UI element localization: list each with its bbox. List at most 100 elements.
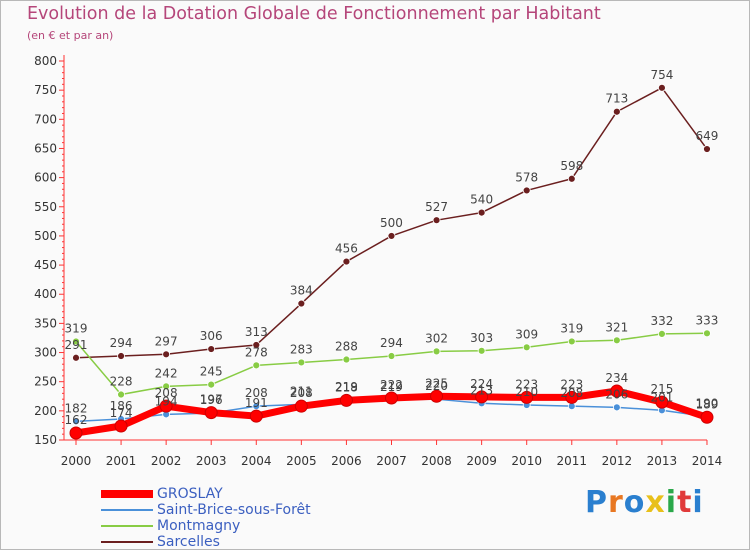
legend-swatch-sarcelles (101, 541, 153, 543)
data-label: 210 (515, 385, 538, 399)
data-label: 191 (245, 396, 268, 410)
data-point-sarcelles (567, 174, 576, 183)
data-point-montmagny (252, 361, 261, 370)
data-label: 500 (380, 216, 403, 230)
data-point-groslay (475, 390, 489, 404)
data-label: 220 (425, 379, 448, 393)
legend-label: Sarcelles (157, 534, 220, 550)
data-point-groslay (384, 391, 398, 405)
data-label: 219 (380, 380, 403, 394)
data-point-sarcelles (72, 353, 80, 362)
data-label: 309 (515, 327, 538, 341)
data-label: 456 (335, 242, 358, 256)
logo-letter: i (692, 485, 704, 520)
data-point-montmagny (477, 346, 486, 355)
data-point-sarcelles (252, 341, 261, 349)
y-tick-label: 200 (34, 404, 57, 418)
data-label: 182 (65, 401, 88, 415)
data-label: 197 (200, 393, 223, 407)
data-point-groslay (565, 390, 579, 404)
logo-letter: i (665, 485, 678, 520)
data-label: 319 (560, 321, 583, 335)
data-label: 333 (696, 313, 719, 327)
y-tick-label: 400 (34, 287, 57, 301)
data-point-groslay (249, 409, 263, 423)
data-label: 294 (110, 336, 133, 350)
data-label: 213 (470, 383, 493, 397)
data-label: 713 (605, 92, 628, 106)
data-label: 162 (65, 413, 88, 427)
logo-letter: t (677, 485, 693, 520)
data-label: 288 (335, 340, 358, 354)
data-label: 598 (560, 159, 583, 173)
chart-subtitle: (en € et par an) (27, 29, 114, 42)
data-label: 208 (290, 386, 313, 400)
legend-swatch-saint-brice (101, 509, 153, 511)
data-point-saint-brice-sous-foret (72, 417, 80, 426)
data-label: 208 (155, 386, 178, 400)
data-point-sarcelles (522, 186, 531, 195)
x-tick-label: 2009 (466, 454, 497, 468)
y-tick-label: 450 (34, 258, 57, 272)
data-label: 174 (110, 406, 133, 420)
data-label: 223 (515, 377, 538, 391)
data-point-montmagny (522, 343, 531, 352)
data-label: 242 (155, 366, 178, 380)
data-point-groslay (430, 389, 444, 403)
data-label: 649 (696, 129, 719, 143)
data-label: 302 (425, 331, 448, 345)
y-tick-label: 500 (34, 229, 57, 243)
data-label: 196 (200, 393, 223, 407)
data-point-groslay (655, 395, 669, 409)
data-label: 294 (380, 336, 403, 350)
data-label: 245 (200, 365, 223, 379)
data-point-montmagny (117, 390, 125, 399)
x-tick-label: 2002 (151, 454, 182, 468)
x-tick-label: 2008 (421, 454, 452, 468)
y-tick-label: 650 (34, 141, 57, 155)
logo-letter: o (623, 485, 646, 520)
data-point-montmagny (387, 352, 396, 360)
data-point-sarcelles (297, 299, 306, 308)
data-point-sarcelles (432, 216, 441, 225)
data-label: 297 (155, 334, 178, 348)
y-tick-label: 600 (34, 171, 57, 185)
data-label: 278 (245, 345, 268, 359)
data-label: 313 (245, 325, 268, 339)
y-tick-label: 350 (34, 316, 57, 330)
data-point-sarcelles (342, 257, 351, 266)
data-label: 540 (470, 193, 493, 207)
data-label: 384 (290, 284, 313, 298)
data-point-montmagny (612, 336, 621, 345)
legend-label: GROSLAY (157, 486, 223, 502)
x-tick-label: 2014 (692, 454, 723, 468)
data-label: 332 (650, 314, 673, 328)
data-label: 219 (335, 380, 358, 394)
data-label: 291 (65, 338, 88, 352)
data-point-sarcelles (117, 352, 125, 360)
data-point-sarcelles (477, 208, 486, 217)
legend-swatch-montmagny (101, 525, 153, 527)
data-point-groslay (159, 399, 173, 413)
x-tick-label: 2006 (331, 454, 362, 468)
data-point-montmagny (432, 347, 441, 356)
y-tick-label: 700 (34, 112, 57, 126)
data-label: 208 (245, 386, 268, 400)
x-tick-label: 2007 (376, 454, 407, 468)
data-label: 186 (110, 399, 133, 413)
x-tick-label: 2010 (511, 454, 542, 468)
y-tick-label: 250 (34, 375, 57, 389)
data-point-groslay (204, 406, 218, 420)
y-tick-label: 800 (34, 54, 57, 68)
x-tick-label: 2012 (602, 454, 633, 468)
data-point-montmagny (162, 382, 171, 391)
data-label: 527 (425, 200, 448, 214)
data-label: 306 (200, 329, 223, 343)
data-point-groslay (69, 426, 83, 440)
data-label: 208 (560, 386, 583, 400)
data-point-montmagny (658, 329, 666, 338)
data-point-montmagny (207, 380, 216, 389)
logo-letter: x (645, 485, 666, 520)
data-label: 190 (696, 397, 719, 411)
